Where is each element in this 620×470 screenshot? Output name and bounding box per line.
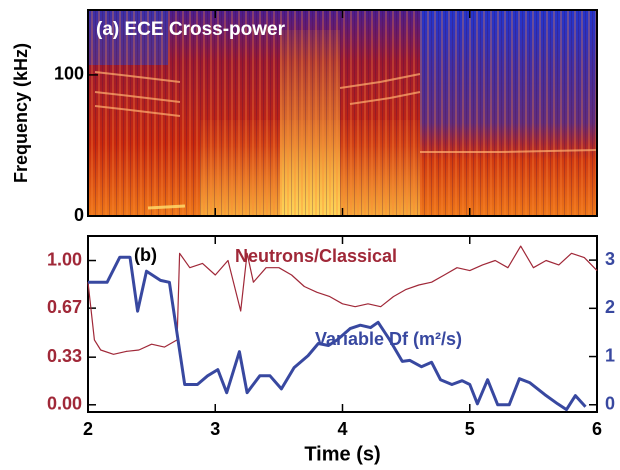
y-axis-label: Frequency (kHz)	[11, 43, 31, 183]
y-tick-label: 1.00	[47, 249, 82, 269]
x-tick-label: 4	[337, 419, 347, 439]
y-tick-label: 100	[54, 64, 84, 84]
x-tick-label: 6	[592, 419, 602, 439]
y2-tick-label: 1	[605, 345, 615, 365]
chart-title: (b)	[134, 245, 157, 265]
y2-tick-label: 3	[605, 249, 615, 269]
chart-title: (a) ECE Cross-power	[96, 19, 286, 40]
legend-label: Variable Df (m²/s)	[315, 329, 462, 349]
series-line	[88, 255, 587, 412]
x-tick-label: 5	[465, 419, 475, 439]
series-line	[87, 245, 598, 355]
y-tick-label: 0	[74, 205, 84, 225]
legend-label: Neutrons/Classical	[235, 246, 397, 266]
y-tick-label: 0.67	[47, 297, 82, 317]
x-axis-label: Time (s)	[304, 443, 380, 465]
y-tick-label: 0.33	[47, 346, 82, 366]
y2-tick-label: 2	[605, 297, 615, 317]
spectrogram-image	[88, 10, 598, 216]
y2-tick-label: 0	[605, 394, 615, 414]
y-tick-label: 0.00	[47, 394, 82, 414]
x-tick-label: 2	[83, 419, 93, 439]
x-tick-label: 3	[210, 419, 220, 439]
